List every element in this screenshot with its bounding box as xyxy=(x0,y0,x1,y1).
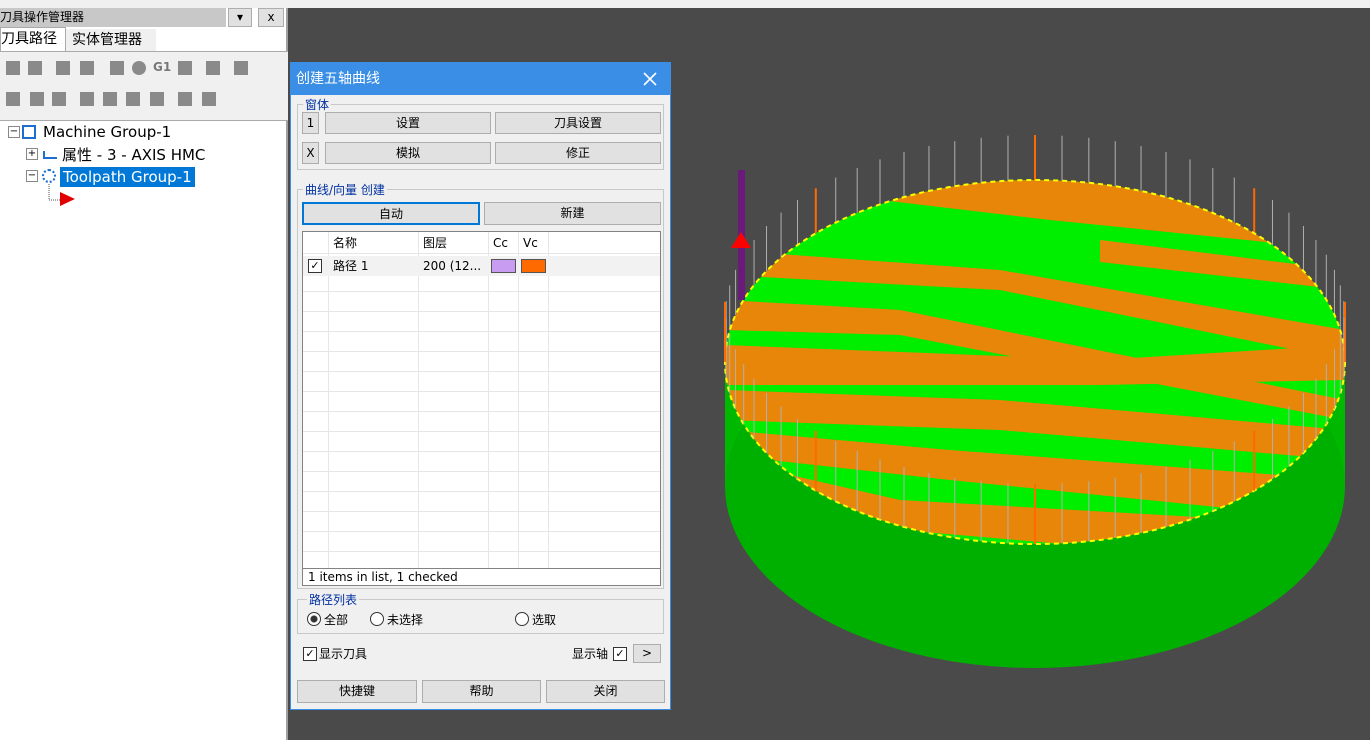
tool-vectors xyxy=(725,135,1345,347)
tree-icon xyxy=(43,151,57,159)
button[interactable]: 帮助 xyxy=(422,680,541,703)
tool-icon[interactable] xyxy=(103,92,117,106)
toolbar: G1 xyxy=(0,51,288,121)
tool-icon[interactable] xyxy=(80,92,94,106)
tool-icon[interactable] xyxy=(30,92,44,106)
tree-item[interactable]: 属性 - 3 - AXIS HMC xyxy=(62,146,206,164)
tool-icon[interactable] xyxy=(202,92,216,106)
checkbox[interactable]: ✓ xyxy=(308,259,322,273)
cell: 200 (12... xyxy=(423,259,482,273)
tool-marker xyxy=(731,232,751,248)
radio-label[interactable]: 选取 xyxy=(532,613,557,627)
list-header xyxy=(303,232,660,254)
column-header[interactable]: Vc xyxy=(523,236,538,250)
column-line xyxy=(518,232,519,570)
button[interactable]: 设置 xyxy=(325,112,491,134)
panel-menu-button[interactable]: ▾ xyxy=(228,8,252,27)
group-label: 窗体 xyxy=(303,98,332,112)
panel-close-button[interactable]: x xyxy=(258,8,284,27)
tree-toggle[interactable]: + xyxy=(26,148,38,160)
button[interactable]: 关闭 xyxy=(546,680,665,703)
button[interactable]: 刀具设置 xyxy=(495,112,661,134)
tree-item[interactable]: Machine Group-1 xyxy=(43,123,172,141)
tool-icon[interactable] xyxy=(80,61,94,75)
list-status: 1 items in list, 1 checked xyxy=(303,568,660,585)
radio[interactable] xyxy=(370,612,384,626)
color-swatch[interactable] xyxy=(491,259,516,273)
radio[interactable] xyxy=(307,612,321,626)
tool-icon[interactable] xyxy=(6,61,20,75)
tool-icon[interactable] xyxy=(150,92,164,106)
column-header[interactable]: 图层 xyxy=(423,236,448,250)
group-box xyxy=(297,189,664,589)
button[interactable]: 快捷键 xyxy=(297,680,417,703)
tool-icon[interactable] xyxy=(206,61,220,75)
list-grid xyxy=(303,232,660,570)
tool-vectors xyxy=(724,302,1346,544)
tool-icon[interactable] xyxy=(132,61,146,75)
panel-title: 刀具操作管理器 xyxy=(0,8,226,27)
button[interactable]: 模拟 xyxy=(325,142,491,164)
radio-label[interactable]: 全部 xyxy=(324,613,349,627)
list: 名称 图层 Cc Vc ✓ 路径 1 200 (12... 1 items in… xyxy=(302,231,661,586)
group-label: 曲线/向量 创建 xyxy=(303,183,387,197)
tool-icon[interactable] xyxy=(178,61,192,75)
tree-toggle[interactable]: − xyxy=(26,170,38,182)
color-swatch[interactable] xyxy=(521,259,546,273)
tool-icon[interactable] xyxy=(56,61,70,75)
tab[interactable]: 实体管理器 xyxy=(66,29,156,51)
checkbox-label[interactable]: 显示轴 xyxy=(572,647,609,661)
top-strip xyxy=(0,0,1370,8)
tree-icon xyxy=(22,125,36,139)
dialog-title: 创建五轴曲线 xyxy=(291,63,670,95)
marker: X xyxy=(302,142,319,164)
dialog-close[interactable] xyxy=(643,72,657,86)
tool-icon[interactable] xyxy=(6,92,20,106)
radio[interactable] xyxy=(515,612,529,626)
button[interactable]: 新建 xyxy=(484,202,661,225)
button[interactable]: > xyxy=(633,644,661,663)
column-header[interactable]: Cc xyxy=(493,236,508,250)
tab[interactable]: 刀具路径 xyxy=(0,27,66,51)
marker: 1 xyxy=(302,112,319,134)
tool-icon[interactable] xyxy=(126,92,140,106)
list-row[interactable] xyxy=(303,256,660,276)
tree-icon xyxy=(42,169,56,183)
column-line xyxy=(548,232,549,570)
group-box xyxy=(297,599,664,634)
group-label: 路径列表 xyxy=(307,593,360,607)
tool-icon[interactable] xyxy=(28,61,42,75)
button[interactable]: 修正 xyxy=(495,142,661,164)
column-line xyxy=(488,232,489,570)
operations-panel: 刀具操作管理器 ▾ x 刀具路径 实体管理器 G1 − Machine Grou… xyxy=(0,8,288,740)
radio-label[interactable]: 未选择 xyxy=(387,613,424,627)
viewport xyxy=(724,135,1346,668)
checkbox[interactable]: ✓ xyxy=(303,647,317,661)
checkbox-label[interactable]: 显示刀具 xyxy=(319,647,368,661)
tree-toggle[interactable]: − xyxy=(8,126,20,138)
dialog: 创建五轴曲线 窗体 1 设置 刀具设置 X 模拟 修正 曲线/向量 创建 自动 … xyxy=(290,62,671,710)
tree-item[interactable]: Toolpath Group-1 xyxy=(60,167,195,187)
checkbox[interactable]: ✓ xyxy=(613,647,627,661)
tool-icon[interactable]: G1 xyxy=(153,60,172,74)
insert-arrow xyxy=(48,184,75,206)
column-line xyxy=(418,232,419,570)
button[interactable]: 自动 xyxy=(302,202,480,225)
tool-icon[interactable] xyxy=(178,92,192,106)
column-header[interactable]: 名称 xyxy=(333,236,358,250)
tool-icon[interactable] xyxy=(52,92,66,106)
tool-icon[interactable] xyxy=(110,61,124,75)
group-box xyxy=(297,104,664,170)
cell: 路径 1 xyxy=(333,259,369,273)
column-line xyxy=(328,232,329,570)
tool-icon[interactable] xyxy=(234,61,248,75)
